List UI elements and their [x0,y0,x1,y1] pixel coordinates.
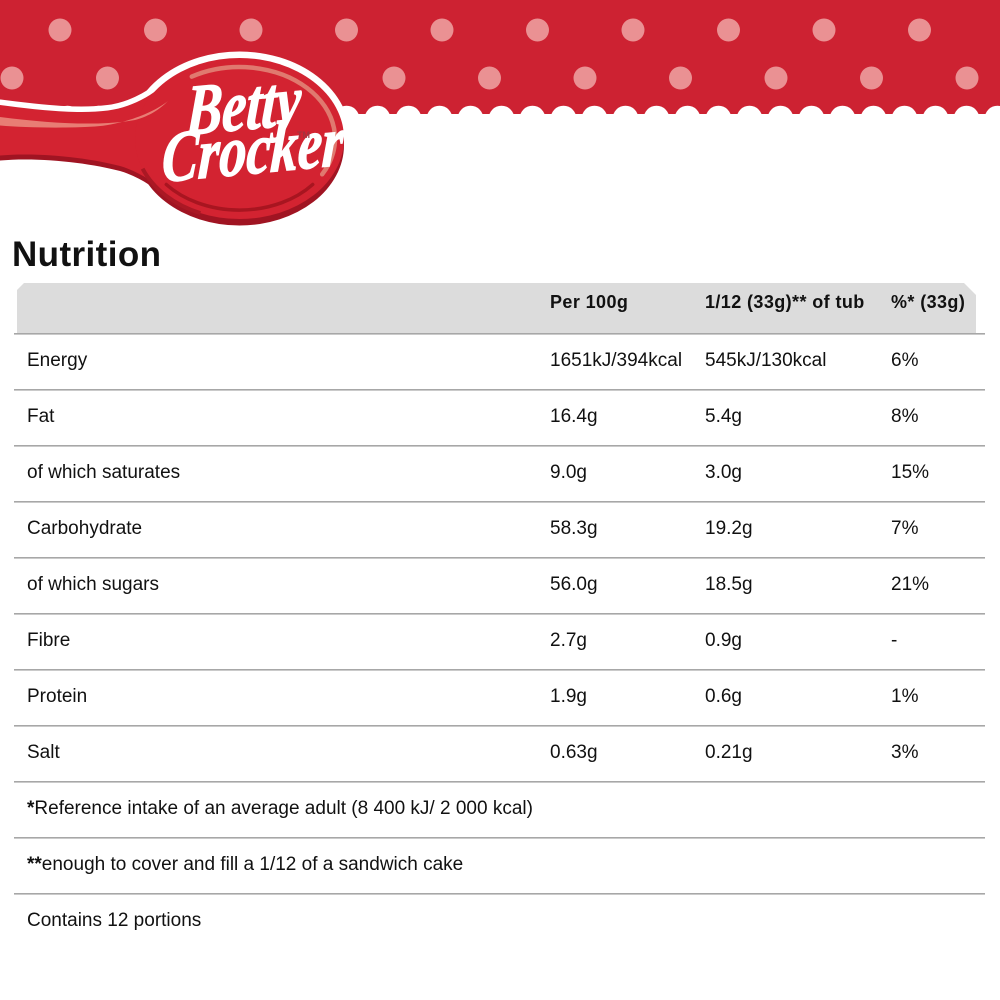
svg-text:TM: TM [297,130,310,140]
svg-text:Crocker: Crocker [160,101,346,198]
svg-text:Betty: Betty [183,60,303,151]
